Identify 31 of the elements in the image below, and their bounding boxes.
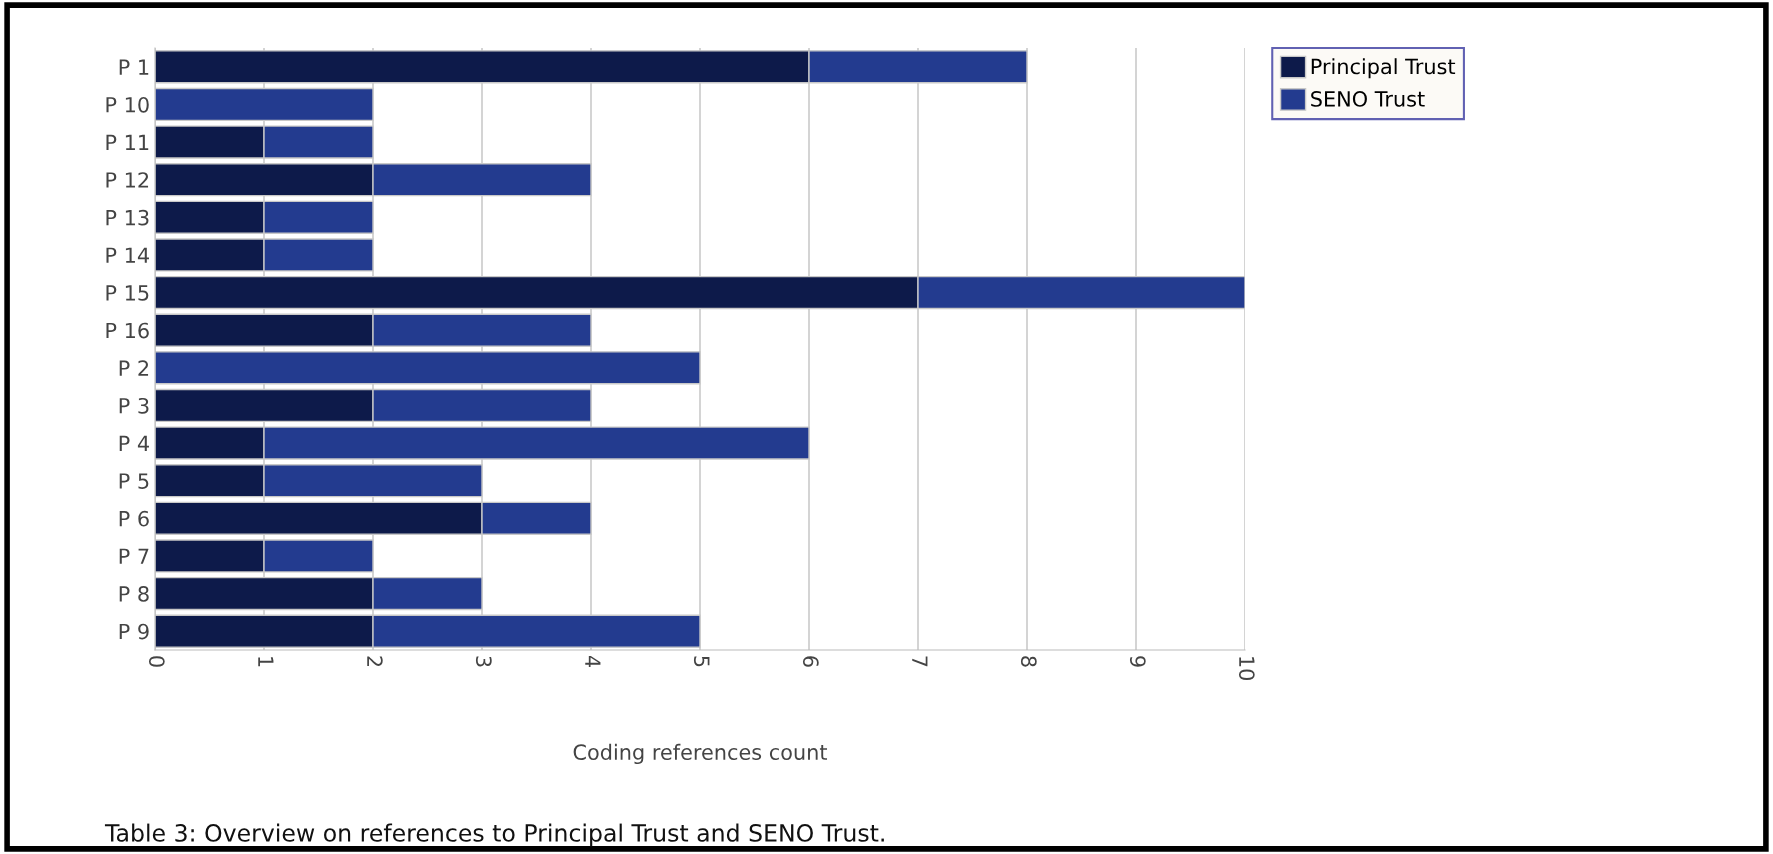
- legend-label: SENO Trust: [1311, 91, 1425, 107]
- y-tick-label: P 11: [106, 134, 149, 150]
- y-tick-label: P 16: [106, 322, 149, 339]
- y-tick-label: P 12: [106, 172, 149, 188]
- y-tick-label: P 10: [106, 96, 149, 113]
- y-tick-label: P 9: [119, 623, 149, 640]
- x-axis-title: Coding references count: [573, 743, 828, 765]
- y-tick-label: P 2: [119, 360, 149, 376]
- x-tick-label: 9: [1129, 656, 1146, 667]
- x-tick-label: 6: [802, 656, 819, 667]
- caption: Table 3: Overview on references to Principal Trust and SENO Trust.: [104, 823, 884, 847]
- y-tick-label: P 14: [106, 247, 149, 263]
- x-tick-label: 0: [148, 656, 165, 667]
- x-tick-label: 4: [585, 655, 601, 667]
- x-tick-label: 5: [693, 656, 710, 667]
- x-tick-label: 2: [367, 656, 383, 667]
- x-tick-label: 3: [475, 656, 492, 667]
- x-tick-label: 1: [258, 657, 274, 667]
- y-tick-label: P 7: [119, 548, 149, 564]
- y-tick-label: P 13: [106, 209, 149, 226]
- x-tick-label: 7: [912, 656, 928, 667]
- y-tick-label: P 5: [119, 473, 149, 489]
- y-tick-label: P 8: [119, 586, 149, 602]
- x-tick-label: 8: [1020, 656, 1037, 667]
- legend-label: Principal Trust: [1311, 58, 1456, 79]
- y-tick-label: P 15: [106, 285, 149, 301]
- x-tick-label: 10: [1238, 657, 1255, 680]
- y-tick-label: P 3: [119, 397, 149, 414]
- y-tick-label: P 6: [119, 510, 149, 527]
- y-tick-label: P 1: [119, 59, 149, 75]
- y-tick-label: P 4: [119, 435, 149, 451]
